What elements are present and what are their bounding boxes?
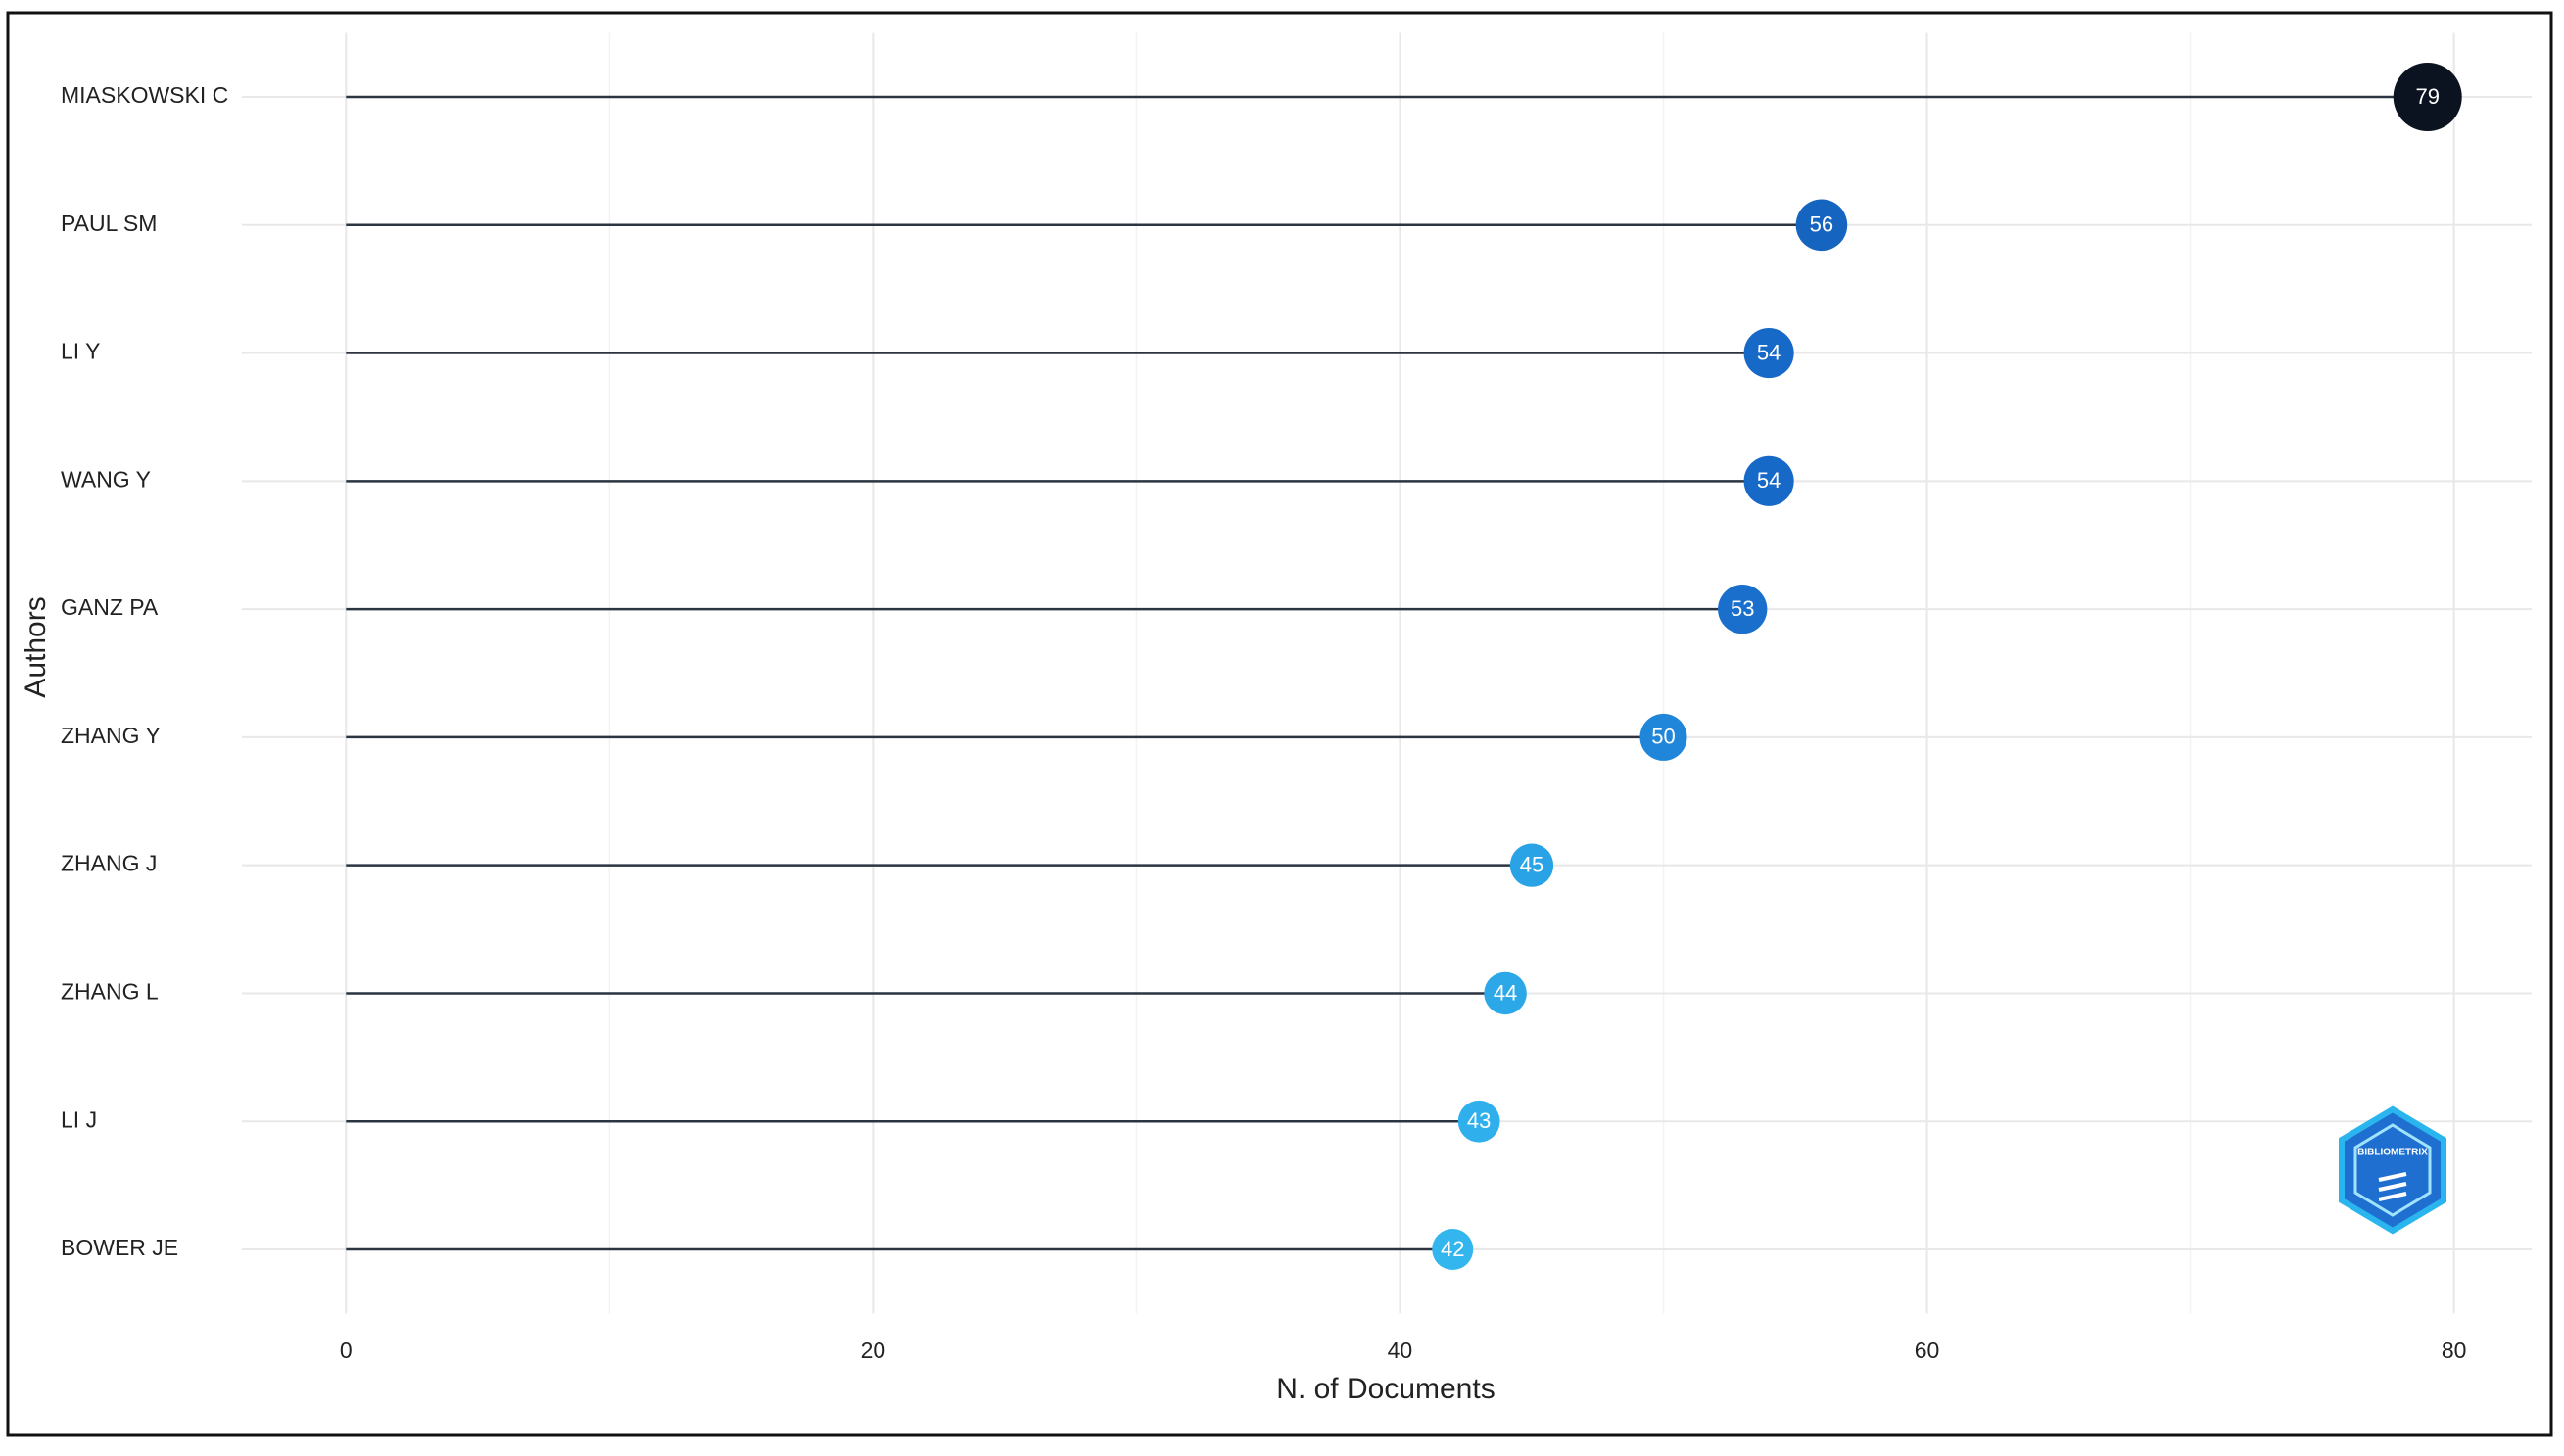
dot <box>1718 584 1768 634</box>
x-tick-label: 0 <box>340 1338 353 1363</box>
value-label: 43 <box>1467 1108 1491 1133</box>
x-tick-label: 60 <box>1915 1338 1940 1363</box>
dot <box>1743 328 1794 379</box>
y-tick-label: PAUL SM <box>61 211 157 236</box>
y-tick-label: GANZ PA <box>61 594 159 620</box>
value-label: 44 <box>1494 980 1517 1005</box>
logo-text: BIBLIOMETRIX <box>2357 1148 2428 1158</box>
dot <box>1509 843 1554 887</box>
y-tick-label: ZHANG Y <box>61 723 161 748</box>
y-tick-label: MIASKOWSKI C <box>61 82 228 108</box>
dot <box>1639 713 1687 761</box>
value-label: 56 <box>1810 212 1833 237</box>
logo-hexagon <box>2339 1105 2446 1235</box>
value-label: 42 <box>1441 1237 1464 1261</box>
dot <box>1432 1229 1474 1270</box>
y-tick-label: LI Y <box>61 339 101 364</box>
y-tick-label: ZHANG L <box>61 979 159 1005</box>
y-axis-title: Authors <box>20 596 52 697</box>
dot <box>1484 971 1527 1015</box>
value-label: 45 <box>1520 852 1543 876</box>
value-label: 54 <box>1757 340 1781 364</box>
y-tick-label: ZHANG J <box>61 851 157 876</box>
x-tick-label: 20 <box>861 1338 886 1363</box>
y-tick-label: WANG Y <box>61 466 151 492</box>
logo-inner <box>2353 1123 2432 1217</box>
value-label: 79 <box>2415 84 2439 109</box>
x-axis-title: N. of Documents <box>1276 1373 1495 1405</box>
dot <box>1743 455 1794 506</box>
value-label: 50 <box>1651 725 1675 749</box>
value-label: 53 <box>1731 596 1754 621</box>
logo: BIBLIOMETRIX <box>2339 1105 2446 1235</box>
value-label: 54 <box>1757 468 1781 493</box>
y-tick-label: BOWER JE <box>61 1235 178 1260</box>
x-tick-label: 40 <box>1388 1338 1413 1363</box>
dot <box>2393 63 2462 131</box>
x-tick-label: 80 <box>2442 1338 2467 1363</box>
dot <box>1457 1100 1500 1143</box>
logo-lines <box>2378 1172 2407 1201</box>
y-tick-label: LI J <box>61 1106 97 1132</box>
dot <box>1795 199 1848 252</box>
frame <box>6 11 2553 1437</box>
